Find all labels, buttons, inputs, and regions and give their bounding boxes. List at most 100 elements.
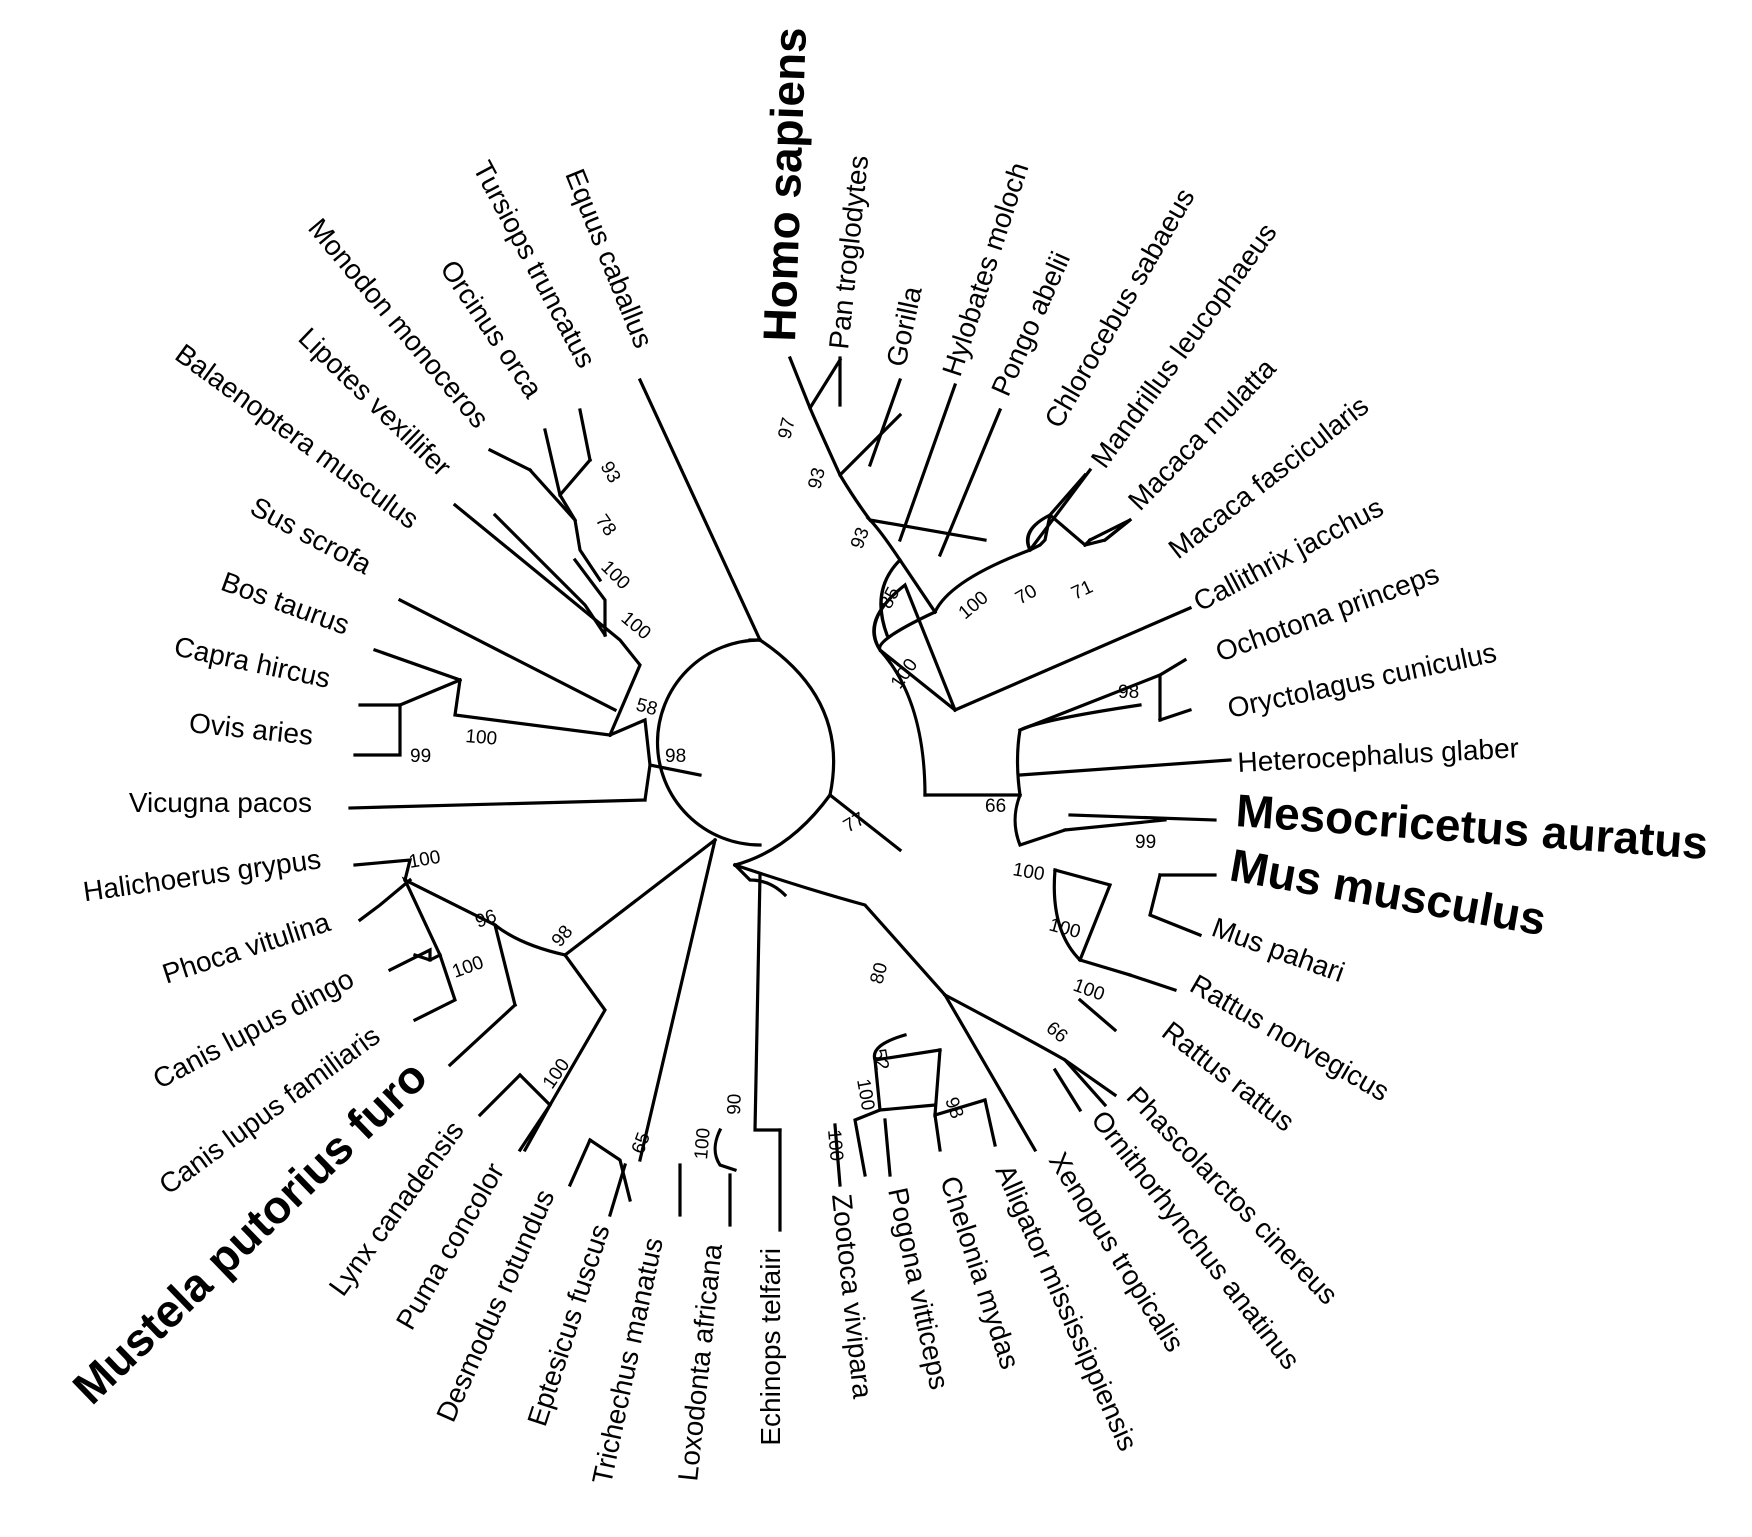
support-99a: 99 [1135,832,1156,853]
branch-primate [872,582,958,713]
leaf-ornithorhynchus [1052,1067,1083,1113]
leaf-desmodus [567,1137,593,1188]
taxon-mus-pahari: Mus pahari [1208,912,1349,989]
leaf-alligator [983,1098,997,1147]
arc-99a [1063,818,1167,832]
taxon-pan: Pan troglodytes [823,154,874,351]
arc-100-monkey [932,547,1033,615]
leaf-gorilla [867,377,903,468]
support-93b: 93 [847,525,874,552]
leaf-halichoerus [353,858,413,882]
support-71: 71 [1068,577,1096,605]
taxon-heterocephalus: Heterocephalus glaber [1237,732,1520,778]
support-100l: 100 [465,726,498,750]
leaf-chlorocebus [1027,472,1088,553]
support-66a: 66 [985,796,1006,817]
support-98b: 98 [940,1095,967,1122]
arc-80 [732,862,948,998]
leaf-zootoca [833,1123,842,1187]
leaf-sus [397,597,618,713]
taxon-monodon: Monodon monoceros [302,212,495,433]
leaf-phascolarctos [1062,1057,1118,1098]
support-93a: 93 [804,466,829,492]
arc-70 [1025,513,1093,553]
leaf-rattus-norvegicus [1127,972,1178,993]
branch-lower-left [638,838,717,1162]
leaf-vicugna [348,798,647,810]
leaf-equus [637,377,763,643]
branch-77 [827,792,903,853]
leaf-eptesicus [608,1163,627,1217]
support-100c: 100 [1011,859,1046,885]
taxon-vicugna: Vicugna pacos [129,787,312,818]
taxon-balaenoptera: Balaenoptera musculus [170,338,425,535]
support-77: 77 [840,809,869,838]
leaf-canis-dingo [387,947,432,973]
leaf-phoca [357,877,413,923]
support-78: 78 [591,511,620,540]
support-98c: 98 [548,922,578,952]
root-arc-top [655,638,762,847]
leaf-tursiops [578,408,592,462]
arc-78 [527,467,603,583]
support-values: 97 93 93 85 100 100 70 71 98 66 99 100 1… [407,416,1156,1162]
support-100n: 100 [617,608,655,644]
arc-93a [837,412,903,523]
taxon-pogona: Pogona vitticeps [882,1185,955,1392]
support-97: 97 [774,416,799,442]
arc-66a [923,703,1142,797]
leaf-callithrix [952,605,1193,713]
arc-100i [547,952,607,1108]
support-58: 58 [634,695,660,721]
leaf-chelonia [933,1113,942,1152]
support-90: 90 [724,1093,746,1115]
taxon-loxodonta: Loxodonta africana [672,1242,728,1483]
leaf-balaenoptera [572,557,607,637]
support-100i: 100 [539,1055,574,1093]
arc-58 [607,717,652,767]
leaf-heterocephalus [1018,758,1232,777]
arc-90 [753,873,782,1132]
arc-100e [1052,868,1083,963]
support-70: 70 [1012,581,1041,610]
leaf-monodon [487,447,533,473]
leaf-oryctolagus [1157,707,1193,723]
arc-100i-join [517,1072,552,1153]
arc-97 [808,357,843,478]
arc-99b [353,703,402,757]
root-arc-lower [733,792,833,867]
arc-100d [1053,868,1132,977]
leaf-pogona [883,1118,892,1177]
support-80: 80 [867,960,893,986]
arc-65 [587,1137,632,1202]
leaf-ochotona [1157,657,1188,678]
leaf-canis-familiaris [412,952,457,1023]
leaf-macaca-fasc [1102,517,1133,543]
arc-93c [558,457,593,523]
leaf-lipotes [492,512,608,638]
support-100h: 100 [691,1127,715,1160]
arc-93b [865,517,987,563]
taxon-bos: Bos taurus [217,566,353,641]
leaf-homo [787,355,813,411]
arc-100h [713,1127,738,1173]
support-100m: 100 [596,557,633,594]
leaf-lynx [477,1072,523,1118]
support-98d: 98 [665,746,686,767]
root-arc-right [757,637,836,797]
leaf-mesocricetus [1068,813,1217,822]
taxon-echinops: Echinops telfairi [755,1248,786,1446]
taxon-halichoerus: Halichoerus grypus [81,843,323,907]
support-65: 65 [628,1130,655,1157]
leaf-xenopus [942,992,1038,1153]
arc-100l [372,647,612,737]
leaf-bos [397,677,463,708]
support-99b: 99 [410,746,431,767]
leaf-mustela [447,1002,518,1068]
taxon-sus: Sus scrofa [245,491,377,581]
support-66b: 66 [1042,1018,1072,1048]
taxon-zootoca: Zootoca vivipara [826,1192,878,1400]
leaf-mus-pahari [1148,873,1203,938]
taxon-ovis: Ovis aries [188,707,315,751]
